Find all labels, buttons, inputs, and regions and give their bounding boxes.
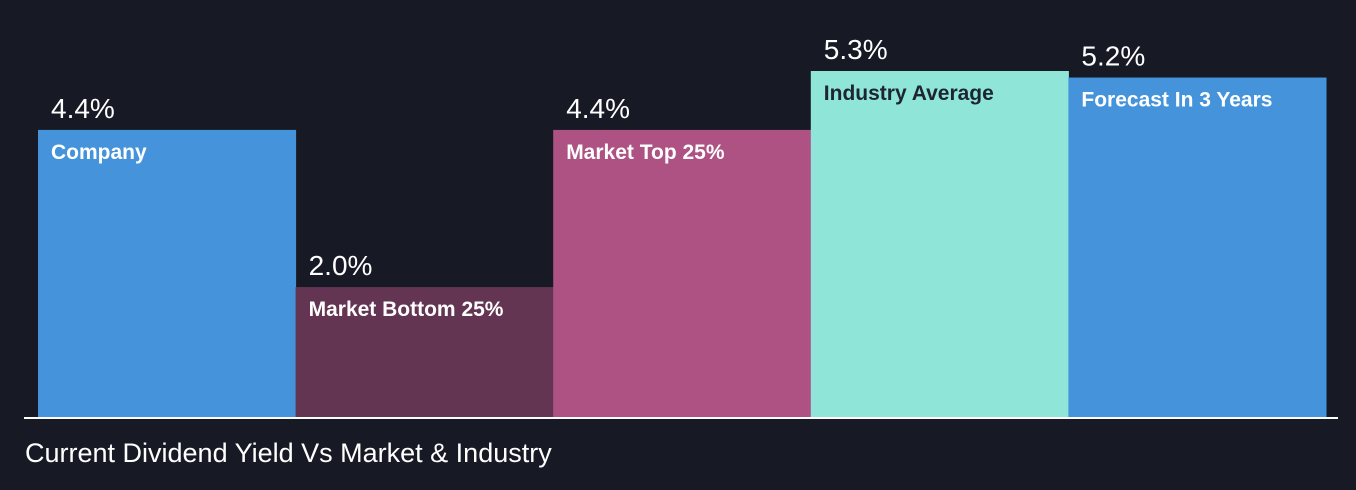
category-label-industry-average: Industry Average	[824, 82, 994, 105]
bar-industry-average	[810, 71, 1069, 418]
bar-market-bottom-25pct	[295, 287, 554, 418]
value-label-forecast-in-3-years: 5.2%	[1081, 41, 1145, 72]
category-label-market-top-25pct: Market Top 25%	[566, 141, 725, 164]
value-label-market-bottom-25pct: 2.0%	[309, 250, 373, 281]
chart-title: Current Dividend Yield Vs Market & Indus…	[25, 438, 552, 468]
bars-layer	[38, 71, 1327, 418]
bar-company	[38, 129, 297, 418]
category-label-market-bottom-25pct: Market Bottom 25%	[309, 298, 504, 321]
bar-forecast-in-3-years	[1068, 77, 1327, 418]
value-label-market-top-25pct: 4.4%	[566, 93, 630, 124]
bar-market-top-25pct	[553, 129, 812, 418]
value-label-company: 4.4%	[51, 93, 115, 124]
category-label-forecast-in-3-years: Forecast In 3 Years	[1081, 89, 1272, 112]
category-label-company: Company	[51, 141, 147, 164]
labels-layer: 4.4% Company 2.0% Market Bottom 25% 4.4% Mark…	[51, 34, 1272, 321]
value-label-industry-average: 5.3%	[824, 34, 888, 65]
